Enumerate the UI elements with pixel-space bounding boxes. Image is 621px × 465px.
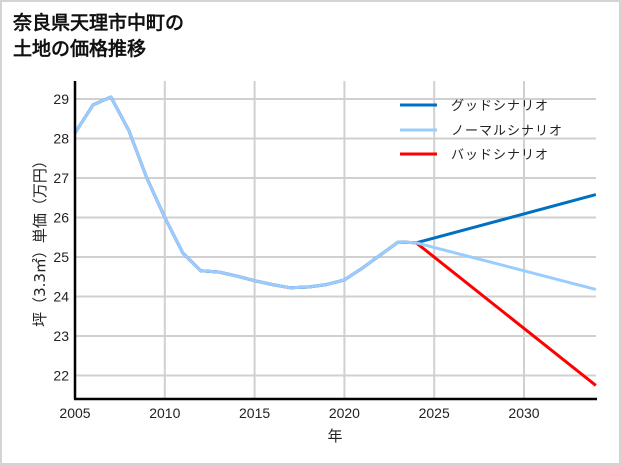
y-tick-label: 24 [53,289,69,305]
y-tick-label: 22 [53,368,69,384]
x-tick-label: 2005 [59,405,90,421]
x-tick-labels: 2005 2010 2015 2020 2025 2030 [59,405,539,421]
x-tick-label: 2025 [419,405,450,421]
legend-label: バッドシナリオ [451,148,549,163]
chart-title: 奈良県天理市中町の 土地の価格推移 [13,10,184,62]
x-axis-label: 年 [327,427,342,445]
y-tick-label: 28 [53,131,69,147]
y-tick-label: 26 [53,210,69,226]
y-tick-label: 27 [53,170,69,186]
series-line-2 [73,95,597,387]
series-lines [73,95,597,387]
y-tick-labels: 22 23 24 25 26 27 28 29 [53,91,69,384]
chart-title-line2: 土地の価格推移 [13,38,147,60]
y-tick-label: 29 [53,91,69,107]
legend-label: グッドシナリオ [451,99,549,114]
legend-label: ノーマルシナリオ [451,124,563,139]
y-tick-label: 23 [53,328,69,344]
x-tick-label: 2010 [149,405,180,421]
series-line-1 [73,95,597,291]
y-tick-label: 25 [53,249,69,265]
x-tick-label: 2015 [239,405,270,421]
x-tick-label: 2020 [329,405,360,421]
axes [73,81,597,401]
y-axis-label: 坪（3.3㎡）単価（万円） [31,153,49,327]
chart-title-line1: 奈良県天理市中町の [13,12,185,34]
x-tick-label: 2030 [508,405,539,421]
